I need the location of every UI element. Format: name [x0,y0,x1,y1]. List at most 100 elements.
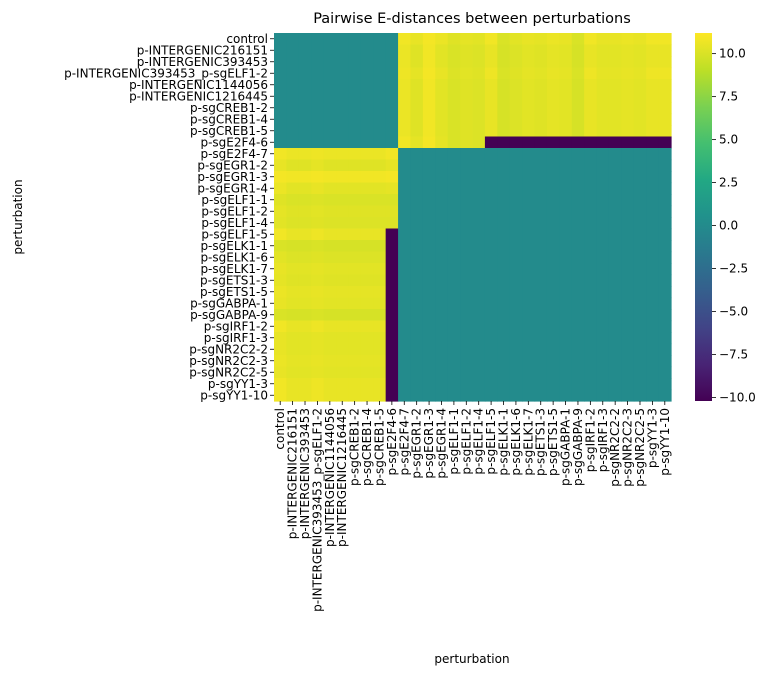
heatmap-cell [472,79,486,92]
heatmap-cell [497,286,511,299]
heatmap-cell [286,56,300,69]
heatmap-cell [522,355,536,368]
heatmap-cell [336,217,350,230]
heatmap-cell [311,113,325,126]
heatmap-cell [546,194,560,207]
heatmap-cell [646,217,660,230]
heatmap-cell [274,217,288,230]
heatmap-cell [422,102,436,115]
heatmap-cell [484,217,498,230]
heatmap-cell [298,332,312,345]
heatmap-cell [447,182,461,195]
heatmap-cell [497,263,511,276]
heatmap-cell [497,136,511,149]
heatmap-cell [410,263,424,276]
heatmap-cell [422,240,436,253]
heatmap-cell [546,113,560,126]
heatmap-cell [311,343,325,356]
y-axis-label: perturbation [11,179,25,254]
heatmap-cell [596,240,610,253]
heatmap-cell [435,251,449,264]
heatmap-cell [472,343,486,356]
heatmap-cell [534,90,548,103]
heatmap-cell [509,228,523,241]
heatmap-cell [311,182,325,195]
heatmap-cell [385,389,399,402]
heatmap-cell [584,125,598,138]
heatmap-cell [398,343,412,356]
heatmap-cell [596,194,610,207]
heatmap-cell [460,171,474,184]
heatmap-cell [398,366,412,379]
heatmap-cell [398,309,412,322]
heatmap-cell [360,148,374,161]
heatmap-cell [410,286,424,299]
heatmap-cell [360,389,374,402]
heatmap-cell [509,182,523,195]
heatmap-cell [435,320,449,333]
heatmap-cell [497,148,511,161]
heatmap-cell [422,205,436,218]
heatmap-cell [509,355,523,368]
heatmap-cell [534,102,548,115]
heatmap-cell [497,171,511,184]
heatmap-cell [323,148,337,161]
heatmap-cell [584,286,598,299]
heatmap-cell [336,159,350,172]
heatmap-cell [608,67,622,80]
heatmap-cell [360,67,374,80]
y-tick-label: p-sgYY1-10 [200,388,268,402]
heatmap-cell [447,90,461,103]
heatmap-cell [497,332,511,345]
heatmap-cell [385,332,399,345]
heatmap-cell [360,182,374,195]
heatmap-cell [522,171,536,184]
heatmap-cell [410,113,424,126]
heatmap-cell [460,378,474,391]
heatmap-cell [311,251,325,264]
heatmap-cell [534,182,548,195]
heatmap-cell [658,309,672,322]
heatmap-cell [472,309,486,322]
x-tick-label: p-INTERGENIC393453 [298,408,312,539]
heatmap-cell [621,148,635,161]
heatmap-cell [348,44,362,57]
heatmap-cell [298,343,312,356]
heatmap-cell [559,33,573,46]
heatmap-cell [546,102,560,115]
heatmap-cell [571,297,585,310]
heatmap-cell [311,67,325,80]
heatmap-cell [274,182,288,195]
heatmap-cell [484,113,498,126]
heatmap-cell [472,378,486,391]
heatmap-cell [484,33,498,46]
heatmap-cell [633,217,647,230]
heatmap-cell [472,159,486,172]
heatmap-cell [348,159,362,172]
x-tick-label: control [273,408,287,450]
y-tick-label: p-sgGABPA-9 [190,308,268,322]
heatmap-cell [398,355,412,368]
heatmap-cell [509,217,523,230]
heatmap-cell [410,217,424,230]
heatmap-cell [522,67,536,80]
heatmap-cell [522,44,536,57]
heatmap-cell [422,136,436,149]
heatmap-cell [633,194,647,207]
heatmap-cell [621,228,635,241]
heatmap-cell [497,102,511,115]
heatmap-cell [571,217,585,230]
heatmap-cell [360,297,374,310]
heatmap-cell [646,194,660,207]
heatmap-cell [398,44,412,57]
heatmap-cell [460,286,474,299]
heatmap-cell [373,274,387,287]
heatmap-cell [460,274,474,287]
heatmap-cell [447,79,461,92]
heatmap-cell [286,286,300,299]
heatmap-cell [422,355,436,368]
heatmap-cell [484,366,498,379]
colorbar-tick-label: 5.0 [719,133,738,147]
heatmap-cell [509,159,523,172]
y-tick-label: p-sgE2F4-7 [200,147,268,161]
